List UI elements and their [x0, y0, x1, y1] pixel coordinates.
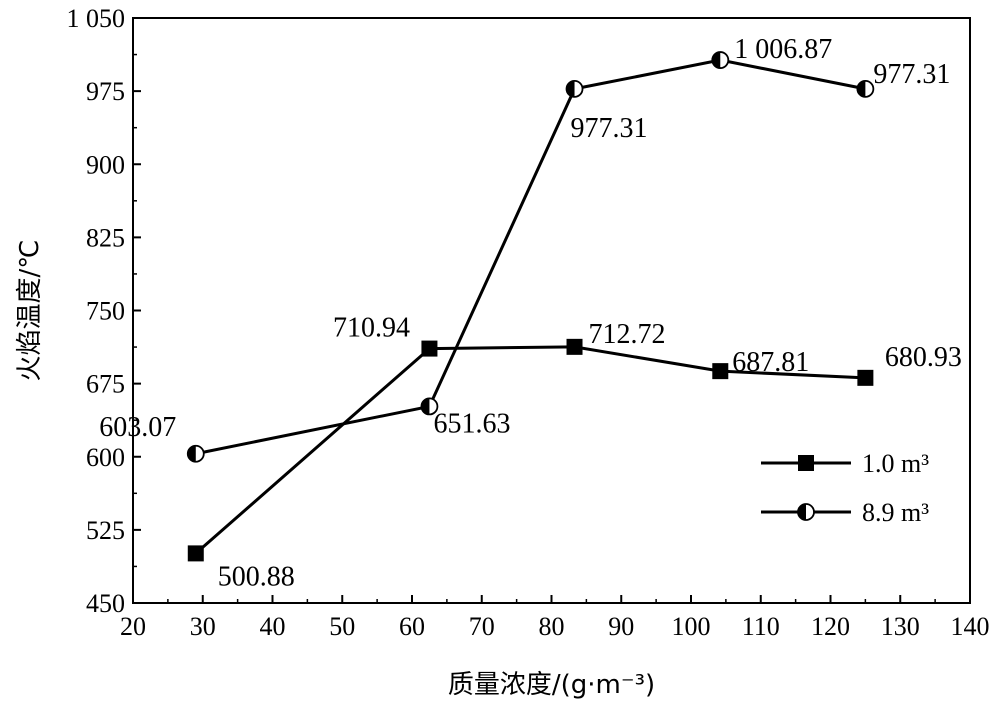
marker-half-fill — [566, 80, 575, 97]
axes: 20 30 40 50 60 70 80 90 100 110 120 130 140 450 525 600… — [15, 4, 990, 700]
x-tick-label: 100 — [672, 612, 711, 641]
data-point — [857, 369, 874, 386]
x-tick-label: 130 — [881, 612, 920, 641]
y-axis-title: 火焰温度/℃ — [15, 240, 45, 382]
data-point — [711, 51, 730, 69]
x-tick-label: 90 — [608, 612, 634, 641]
data-labels: 500.88 710.94 712.72 687.81 680.93 603.07 651.… — [99, 34, 962, 592]
y-tick-label: 525 — [86, 516, 125, 545]
x-tick-label: 30 — [190, 612, 216, 641]
data-point — [186, 444, 205, 463]
data-label: 651.63 — [433, 408, 510, 439]
legend-marker — [797, 503, 815, 521]
legend-label: 1.0 m³ — [862, 449, 929, 478]
y-tick-label: 450 — [86, 589, 125, 618]
y-tick-label: 675 — [86, 370, 125, 399]
marker-half-fill — [421, 398, 430, 415]
legend-marker — [798, 455, 814, 471]
data-label: 687.81 — [732, 347, 809, 378]
series-line — [195, 58, 866, 456]
plot-frame — [132, 17, 971, 604]
y-tick-label: 900 — [86, 150, 125, 179]
x-tick-label: 20 — [120, 612, 146, 641]
x-tick-label: 60 — [399, 612, 425, 641]
data-point — [565, 79, 584, 98]
data-label: 680.93 — [885, 342, 962, 373]
data-label: 977.31 — [873, 59, 950, 90]
x-tick-label: 80 — [539, 612, 565, 641]
x-tick-label: 70 — [469, 612, 495, 641]
marker-half-fill — [712, 52, 721, 69]
x-tick-label: 40 — [260, 612, 286, 641]
x-axis-title: 质量浓度/(g·m⁻³) — [448, 670, 655, 700]
data-label: 1 006.87 — [734, 34, 832, 65]
series-1 — [187, 338, 874, 562]
data-point — [420, 397, 439, 416]
legend: 1.0 m³ 8.9 m³ — [761, 449, 929, 527]
y-tick-label: 750 — [86, 297, 125, 326]
y-tick-label: 1 050 — [67, 4, 126, 33]
data-point — [421, 340, 438, 357]
data-label: 500.88 — [218, 561, 295, 592]
marker-half-fill — [798, 504, 806, 520]
x-tick-label: 110 — [742, 612, 780, 641]
y-tick-label: 825 — [86, 223, 125, 252]
data-label: 710.94 — [333, 313, 410, 344]
x-tick-label: 140 — [951, 612, 990, 641]
series-group — [186, 51, 875, 562]
data-point — [712, 363, 729, 380]
data-label: 603.07 — [99, 412, 176, 443]
series-2 — [186, 51, 875, 463]
data-label: 977.31 — [571, 113, 648, 144]
data-point — [187, 545, 204, 562]
legend-label: 8.9 m³ — [862, 498, 929, 527]
data-point — [566, 338, 583, 355]
data-label: 712.72 — [589, 319, 666, 350]
data-point — [856, 79, 875, 98]
y-tick-label: 600 — [86, 443, 125, 472]
x-tick-label: 120 — [811, 612, 850, 641]
marker-half-fill — [187, 445, 196, 462]
y-tick-label: 975 — [86, 77, 125, 106]
x-tick-label: 50 — [329, 612, 355, 641]
marker-half-fill — [857, 80, 866, 97]
